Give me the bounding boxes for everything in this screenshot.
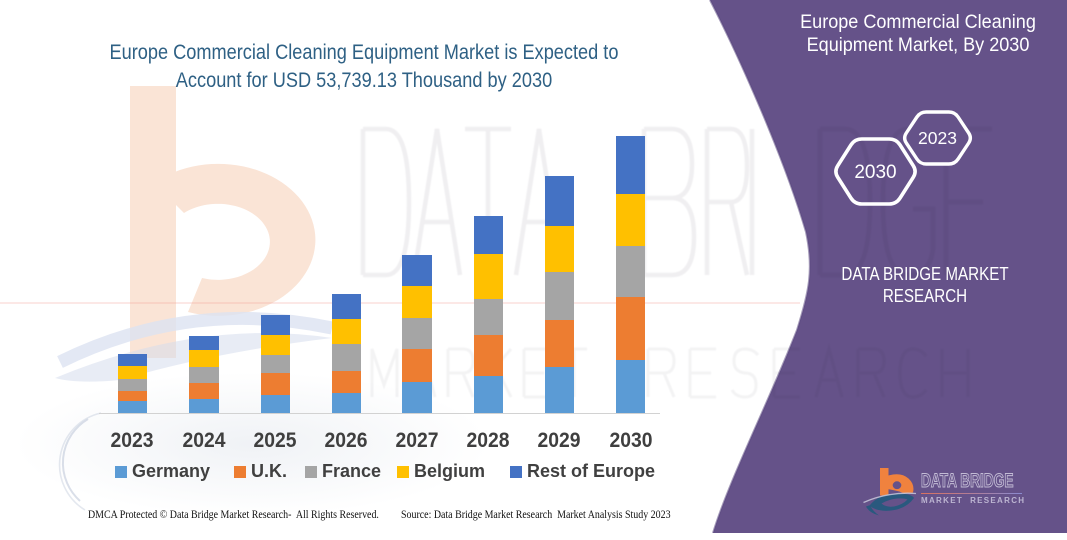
svg-text:2030: 2030 (854, 162, 896, 183)
svg-text:2023: 2023 (918, 128, 957, 148)
